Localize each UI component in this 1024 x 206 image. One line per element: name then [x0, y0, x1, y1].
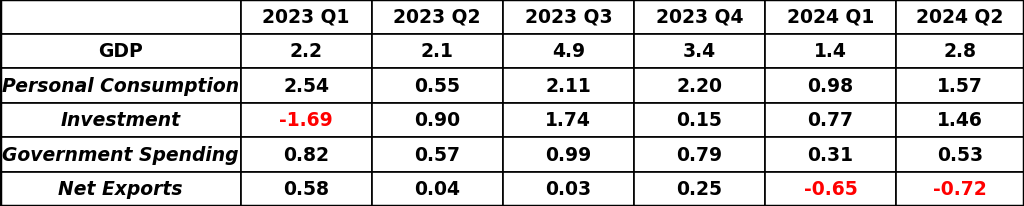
Text: 2.2: 2.2 — [290, 42, 323, 61]
Bar — [503, 172, 634, 206]
Text: 0.57: 0.57 — [415, 145, 460, 164]
Text: 3.4: 3.4 — [683, 42, 716, 61]
Text: 2.11: 2.11 — [546, 76, 591, 95]
Text: 0.53: 0.53 — [937, 145, 983, 164]
Text: 2023 Q2: 2023 Q2 — [393, 8, 481, 27]
Bar — [241, 137, 372, 172]
Bar — [241, 69, 372, 103]
Text: -0.72: -0.72 — [933, 179, 987, 198]
Bar — [0, 34, 241, 69]
Text: -0.65: -0.65 — [804, 179, 857, 198]
Bar — [896, 0, 1024, 34]
Bar — [241, 172, 372, 206]
Bar — [0, 103, 241, 137]
Text: 2.8: 2.8 — [943, 42, 977, 61]
Bar — [765, 0, 896, 34]
Bar — [503, 137, 634, 172]
Text: 0.03: 0.03 — [545, 179, 592, 198]
Text: 2023 Q3: 2023 Q3 — [524, 8, 612, 27]
Bar — [0, 69, 241, 103]
Bar — [241, 0, 372, 34]
Text: 0.90: 0.90 — [414, 111, 461, 130]
Bar — [241, 34, 372, 69]
Bar — [372, 69, 503, 103]
Bar — [0, 172, 241, 206]
Text: 0.25: 0.25 — [677, 179, 722, 198]
Bar — [896, 172, 1024, 206]
Text: 1.46: 1.46 — [937, 111, 983, 130]
Text: Investment: Investment — [60, 111, 180, 130]
Bar — [634, 69, 765, 103]
Text: 2024 Q2: 2024 Q2 — [916, 8, 1004, 27]
Text: 0.77: 0.77 — [808, 111, 853, 130]
Bar — [765, 137, 896, 172]
Bar — [896, 34, 1024, 69]
Text: 0.55: 0.55 — [415, 76, 460, 95]
Text: 0.31: 0.31 — [808, 145, 853, 164]
Bar — [634, 172, 765, 206]
Bar — [896, 137, 1024, 172]
Bar — [503, 69, 634, 103]
Bar — [503, 34, 634, 69]
Bar — [634, 0, 765, 34]
Text: 1.74: 1.74 — [546, 111, 591, 130]
Bar — [896, 103, 1024, 137]
Text: Net Exports: Net Exports — [58, 179, 182, 198]
Text: 2023 Q1: 2023 Q1 — [262, 8, 350, 27]
Text: Personal Consumption: Personal Consumption — [2, 76, 239, 95]
Text: 2024 Q1: 2024 Q1 — [786, 8, 874, 27]
Bar — [241, 103, 372, 137]
Text: 0.15: 0.15 — [677, 111, 722, 130]
Text: 0.04: 0.04 — [415, 179, 460, 198]
Text: 0.58: 0.58 — [284, 179, 329, 198]
Bar — [634, 103, 765, 137]
Bar — [372, 0, 503, 34]
Bar — [372, 34, 503, 69]
Bar — [765, 34, 896, 69]
Text: 4.9: 4.9 — [552, 42, 585, 61]
Bar — [896, 69, 1024, 103]
Text: 0.98: 0.98 — [807, 76, 854, 95]
Text: Government Spending: Government Spending — [2, 145, 239, 164]
Text: 2023 Q4: 2023 Q4 — [655, 8, 743, 27]
Bar — [634, 137, 765, 172]
Bar — [765, 69, 896, 103]
Text: -1.69: -1.69 — [280, 111, 333, 130]
Bar — [372, 172, 503, 206]
Bar — [0, 0, 241, 34]
Text: 2.54: 2.54 — [284, 76, 329, 95]
Bar — [765, 172, 896, 206]
Bar — [765, 103, 896, 137]
Bar — [0, 137, 241, 172]
Text: 2.1: 2.1 — [421, 42, 454, 61]
Text: 1.57: 1.57 — [937, 76, 983, 95]
Bar — [503, 103, 634, 137]
Text: 2.20: 2.20 — [677, 76, 722, 95]
Bar — [634, 34, 765, 69]
Text: GDP: GDP — [98, 42, 142, 61]
Text: 0.82: 0.82 — [284, 145, 329, 164]
Bar — [503, 0, 634, 34]
Text: 0.99: 0.99 — [545, 145, 592, 164]
Text: 0.79: 0.79 — [676, 145, 723, 164]
Text: 1.4: 1.4 — [814, 42, 847, 61]
Bar — [372, 103, 503, 137]
Bar — [372, 137, 503, 172]
